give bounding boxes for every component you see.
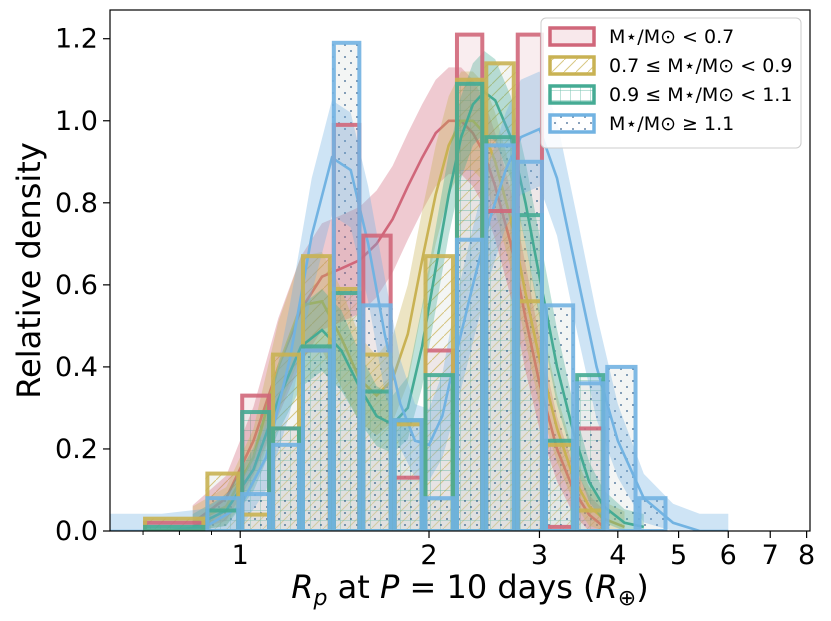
kde-band-s2 [192,71,625,531]
hist-hatch-s4-bin-5 [300,350,332,531]
legend-swatch-2 [548,55,596,76]
axis-labels: Relative density Rp at P = 10 days (R⊕) [10,142,649,611]
hist-bar-s4-bin-13 [543,303,576,531]
hist-hatch-s4-bin-8 [392,420,424,531]
legend-swatch-4 [548,113,596,134]
hist-bar-s4-bin-15 [605,364,638,531]
x-tick-label-2: 2 [420,540,437,571]
x-tick-label-5: 5 [670,540,687,571]
hist-bar-s4-bin-14 [575,381,606,531]
kde-line-s3 [192,90,645,529]
hist-bar-s4-bin-10 [454,237,485,531]
legend-swatch-3 [548,84,596,105]
x-tick-label-8: 8 [798,540,815,571]
y-tick-label-0.0: 0.0 [55,516,98,547]
legend-box [540,17,802,149]
y-tick-label-1.2: 1.2 [55,24,98,55]
y-axis-label: Relative density [10,142,48,399]
hist-bar-s4-bin-7 [361,303,393,531]
x-axis-label: Rp at P = 10 days (R⊕) [291,568,648,611]
hist-bar-s4-bin-11 [484,143,516,531]
hist-hatch-s4-bin-3 [240,494,272,531]
x-tick-label-3: 3 [531,540,548,571]
x-tick-label-4: 4 [609,540,626,571]
x-tick-label-7: 7 [762,540,779,571]
y-tick-label-1.0: 1.0 [55,106,98,137]
y-tick-label-0.6: 0.6 [55,270,98,301]
axes: 1 2 3 4 5 6 7 8 0.0 0.2 0.4 0.6 0.8 1.0 1.2 [55,9,815,571]
plot-area [110,32,729,531]
hist-hatch-s4-bin-9 [423,498,455,531]
x-tick-label-6: 6 [720,540,737,571]
hist-bar-s2-bin-1 [143,516,206,531]
legend-swatch-1 [548,26,596,47]
legend-label-4: M⋆/M⊙ ≥ 1.1 [609,113,734,135]
hist-bar-s4-bin-5 [300,348,332,531]
legend-label-2: 0.7 ≤ M⋆/M⊙ < 0.9 [609,55,792,77]
x-tick-label-1: 1 [232,540,249,571]
hist-hatch-s4-bin-10 [454,239,485,531]
hist-bar-s4-bin-4 [271,442,301,531]
legend-label-1: M⋆/M⊙ < 0.7 [609,26,734,48]
legend: M⋆/M⊙ < 0.7 0.7 ≤ M⋆/M⊙ < 0.9 0.9 ≤ M⋆/M⊙ … [540,17,802,149]
y-tick-label-0.2: 0.2 [55,434,98,465]
hist-hatch-s4-bin-4 [271,444,301,531]
y-tick-label-0.8: 0.8 [55,188,98,219]
plot-frame [109,9,811,532]
hist-bar-s3-bin-1 [143,524,206,531]
y-tick-label-0.4: 0.4 [55,352,98,383]
hist-bar-s3-bin-3 [240,410,272,531]
kde-band-s4 [110,71,729,531]
legend-label-3: 0.9 ≤ M⋆/M⊙ < 1.1 [609,84,792,106]
hist-bar-s3-bin-9 [423,373,455,531]
